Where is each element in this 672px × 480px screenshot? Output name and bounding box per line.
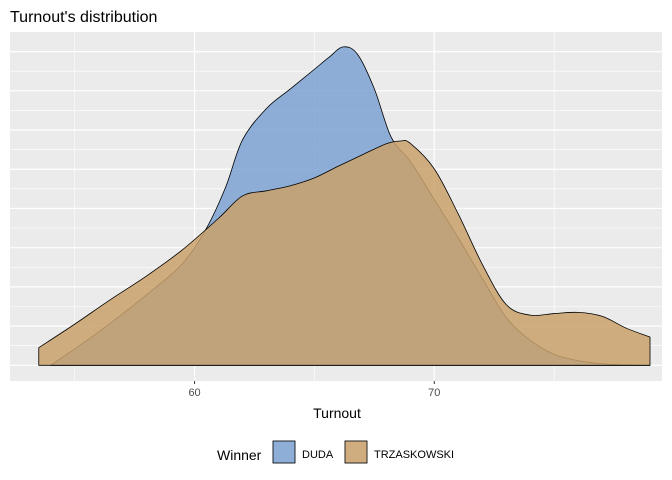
x-tick-label: 70 xyxy=(428,387,440,399)
legend-key-trzaskowski xyxy=(344,440,368,464)
chart-title: Turnout's distribution xyxy=(10,9,157,26)
legend: Winner DUDA TRZASKOWSKI xyxy=(217,440,454,464)
density-series xyxy=(38,46,651,366)
legend-title: Winner xyxy=(217,447,262,463)
legend-label-duda: DUDA xyxy=(302,449,334,461)
x-tick-label: 60 xyxy=(188,387,200,399)
x-axis: 60 70 xyxy=(188,381,440,399)
legend-label-trzaskowski: TRZASKOWSKI xyxy=(374,449,454,461)
x-axis-title: Turnout xyxy=(313,405,361,421)
legend-key-duda xyxy=(272,440,296,464)
density-area-trzaskowski xyxy=(38,140,651,366)
